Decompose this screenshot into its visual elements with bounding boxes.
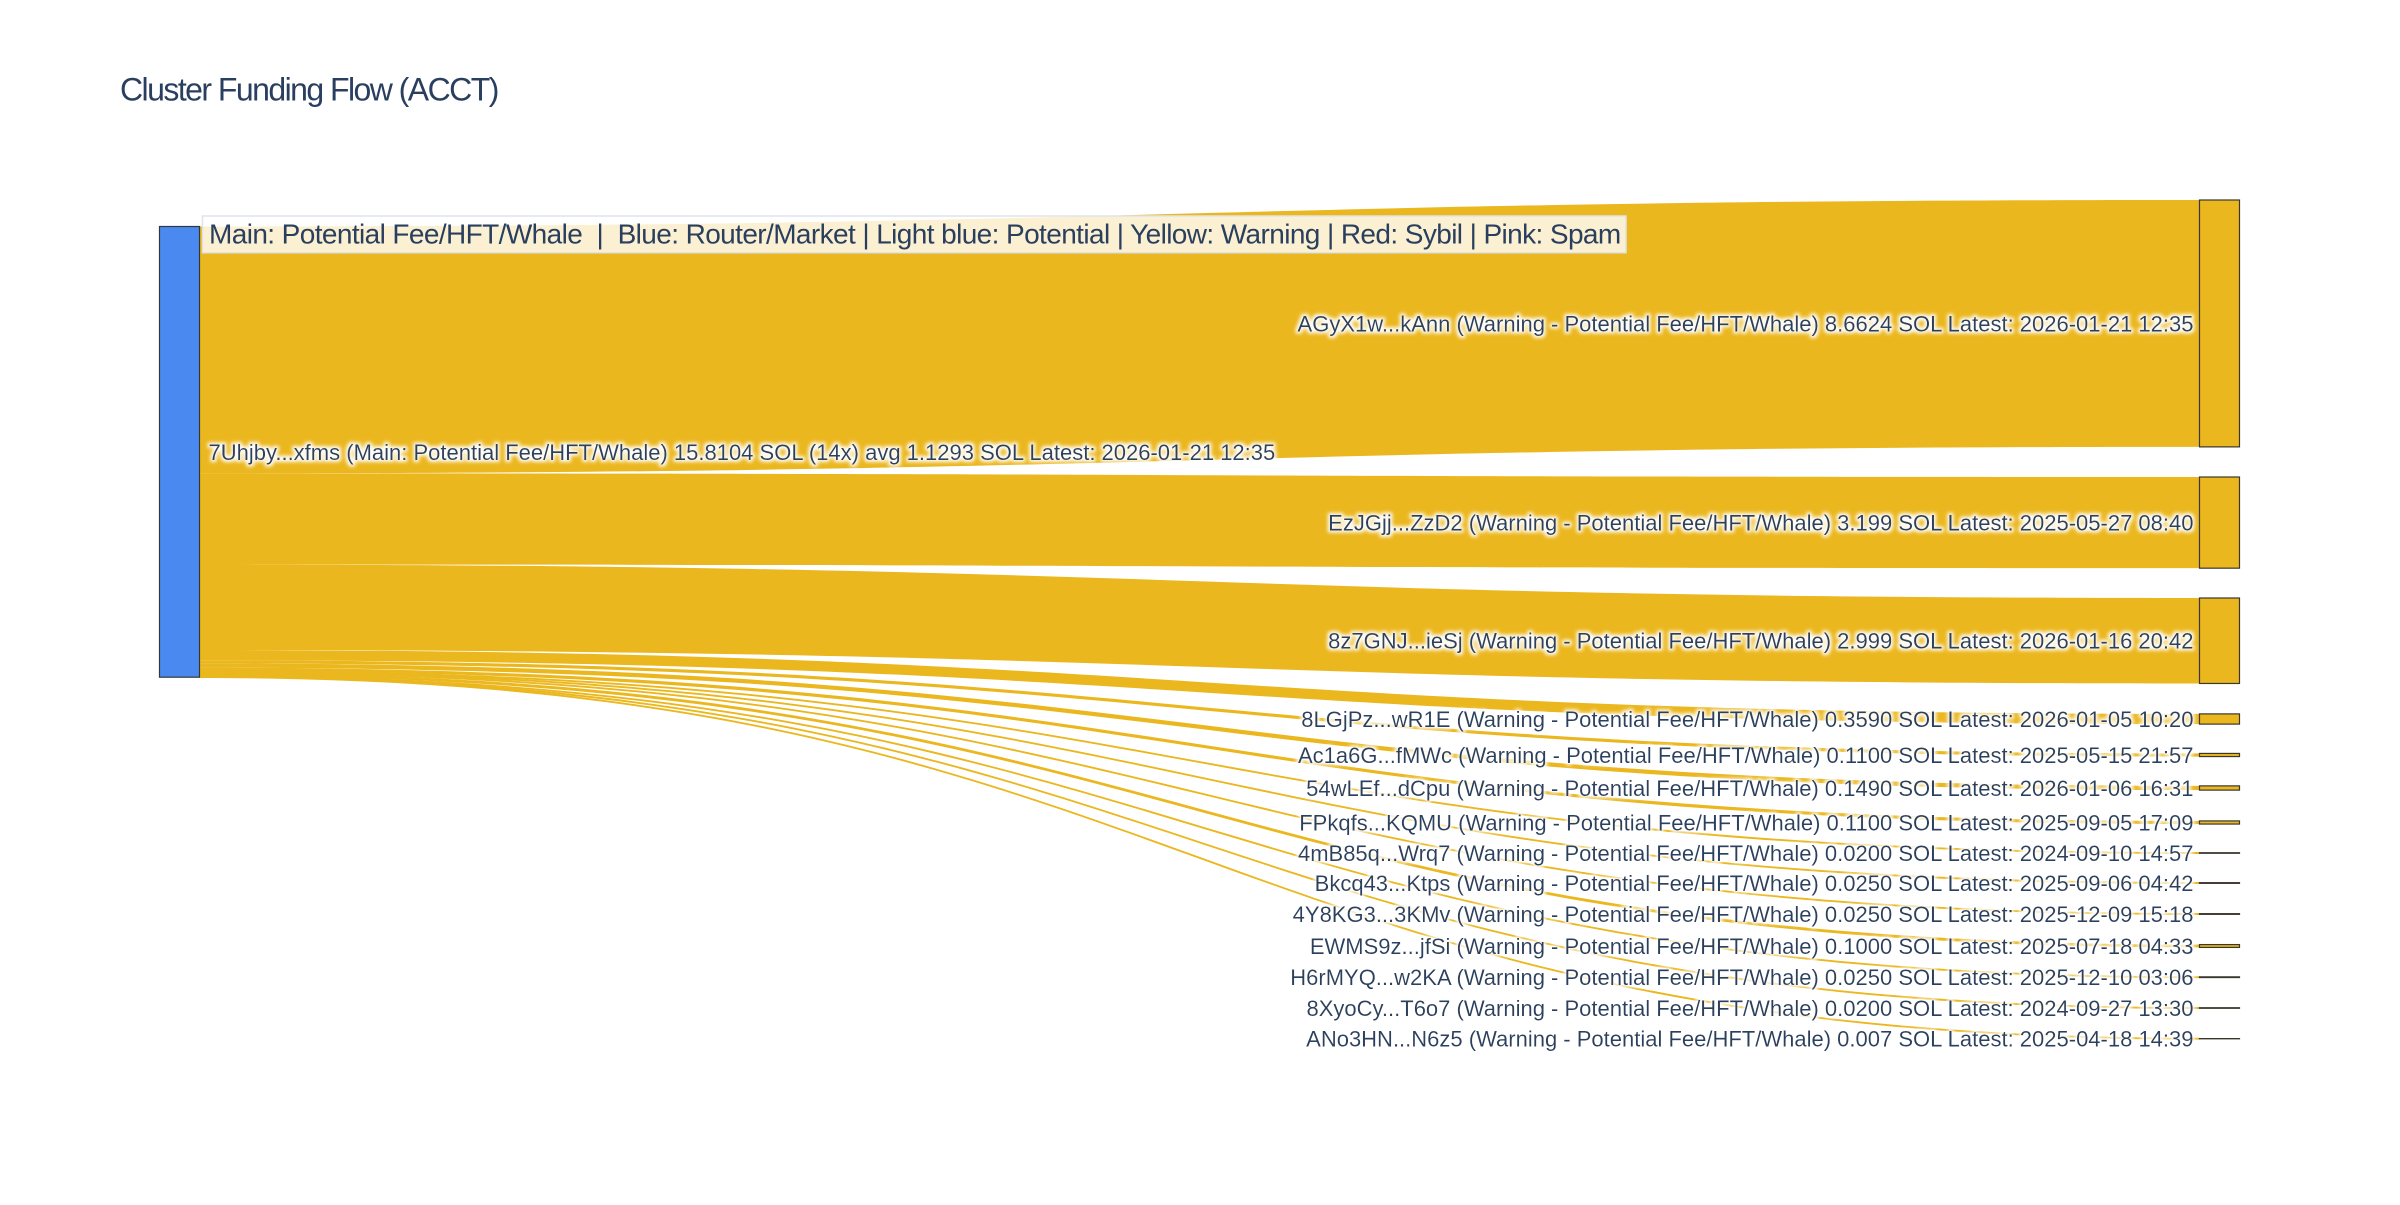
svg-text:Main: Potential Fee/HFT/Whale: Main: Potential Fee/HFT/Whale | Blue: Ro… — [209, 219, 1621, 250]
svg-text:54wLEf...dCpu (Warning - Poten: 54wLEf...dCpu (Warning - Potential Fee/H… — [1306, 776, 2193, 801]
svg-text:FPkqfs...KQMU (Warning - Poten: FPkqfs...KQMU (Warning - Potential Fee/H… — [1299, 810, 2193, 835]
svg-text:8XyoCy...T6o7 (Warning - Poten: 8XyoCy...T6o7 (Warning - Potential Fee/H… — [1307, 996, 2194, 1021]
svg-text:ANo3HN...N6z5 (Warning - Poten: ANo3HN...N6z5 (Warning - Potential Fee/H… — [1306, 1027, 2193, 1052]
svg-text:Cluster Funding Flow (ACCT): Cluster Funding Flow (ACCT) — [120, 72, 498, 108]
svg-text:4mB85q...Wrq7 (Warning - Poten: 4mB85q...Wrq7 (Warning - Potential Fee/H… — [1298, 841, 2194, 866]
svg-text:Bkcq43...Ktps (Warning - Poten: Bkcq43...Ktps (Warning - Potential Fee/H… — [1315, 871, 2194, 896]
svg-text:4Y8KG3...3KMv (Warning - Poten: 4Y8KG3...3KMv (Warning - Potential Fee/H… — [1293, 902, 2194, 927]
svg-text:Ac1a6G...fMWc (Warning - Poten: Ac1a6G...fMWc (Warning - Potential Fee/H… — [1298, 743, 2194, 768]
svg-text:8z7GNJ...ieSj (Warning - Poten: 8z7GNJ...ieSj (Warning - Potential Fee/H… — [1328, 629, 2193, 654]
svg-text:EWMS9z...jfSi (Warning - Poten: EWMS9z...jfSi (Warning - Potential Fee/H… — [1310, 934, 2194, 959]
svg-text:AGyX1w...kAnn (Warning - Poten: AGyX1w...kAnn (Warning - Potential Fee/H… — [1298, 311, 2194, 336]
svg-text:H6rMYQ...w2KA (Warning - Poten: H6rMYQ...w2KA (Warning - Potential Fee/H… — [1290, 965, 2193, 990]
svg-text:EzJGjj...ZzD2 (Warning - Poten: EzJGjj...ZzD2 (Warning - Potential Fee/H… — [1328, 511, 2193, 536]
svg-text:8LGjPz...wR1E (Warning - Poten: 8LGjPz...wR1E (Warning - Potential Fee/H… — [1301, 707, 2193, 732]
svg-text:7Uhjby...xfms (Main: Potential: 7Uhjby...xfms (Main: Potential Fee/HFT/W… — [209, 440, 1276, 465]
